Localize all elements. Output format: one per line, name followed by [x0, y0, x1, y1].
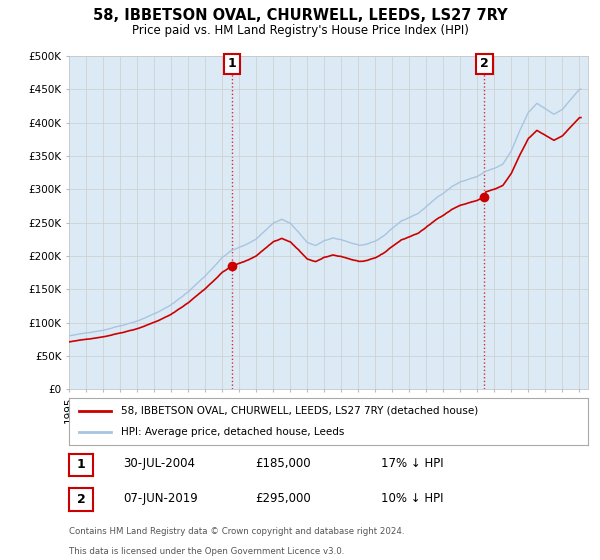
Text: 2: 2: [77, 493, 85, 506]
Text: 10% ↓ HPI: 10% ↓ HPI: [381, 492, 443, 505]
Text: HPI: Average price, detached house, Leeds: HPI: Average price, detached house, Leed…: [121, 427, 344, 437]
Text: Price paid vs. HM Land Registry's House Price Index (HPI): Price paid vs. HM Land Registry's House …: [131, 24, 469, 36]
Text: £295,000: £295,000: [255, 492, 311, 505]
Text: 30-JUL-2004: 30-JUL-2004: [123, 457, 195, 470]
Text: 2: 2: [480, 58, 489, 71]
Text: Contains HM Land Registry data © Crown copyright and database right 2024.: Contains HM Land Registry data © Crown c…: [69, 528, 404, 536]
Text: 58, IBBETSON OVAL, CHURWELL, LEEDS, LS27 7RY (detached house): 58, IBBETSON OVAL, CHURWELL, LEEDS, LS27…: [121, 406, 478, 416]
Text: 17% ↓ HPI: 17% ↓ HPI: [381, 457, 443, 470]
Text: £185,000: £185,000: [255, 457, 311, 470]
Text: 58, IBBETSON OVAL, CHURWELL, LEEDS, LS27 7RY: 58, IBBETSON OVAL, CHURWELL, LEEDS, LS27…: [92, 8, 508, 24]
Text: 1: 1: [227, 58, 236, 71]
Text: This data is licensed under the Open Government Licence v3.0.: This data is licensed under the Open Gov…: [69, 547, 344, 556]
Text: 1: 1: [77, 458, 85, 472]
Text: 07-JUN-2019: 07-JUN-2019: [123, 492, 198, 505]
